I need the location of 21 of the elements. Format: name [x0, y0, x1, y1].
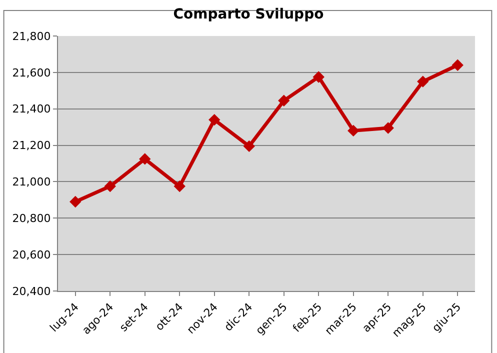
point — [243, 140, 255, 152]
y-tick-label: 21,400 — [12, 102, 51, 116]
point — [417, 76, 429, 88]
point — [452, 59, 464, 71]
point — [104, 180, 116, 192]
point — [348, 124, 360, 137]
chart-title: Comparto Sviluppo — [173, 6, 324, 23]
y-tick-label: 21,600 — [12, 66, 51, 80]
point — [208, 114, 220, 126]
y-tick-label: 20,400 — [12, 284, 51, 298]
y-tick-label: 20,800 — [12, 212, 51, 225]
y-tick-label: 20,600 — [12, 248, 51, 262]
y-tick-label: 21,800 — [12, 30, 51, 43]
point — [278, 94, 290, 107]
point — [139, 153, 151, 165]
point — [174, 180, 186, 192]
y-tick-label: 21,200 — [12, 139, 51, 152]
point — [312, 71, 324, 83]
point — [382, 122, 394, 134]
point — [70, 196, 82, 208]
y-tick-label: 21,000 — [12, 176, 51, 189]
